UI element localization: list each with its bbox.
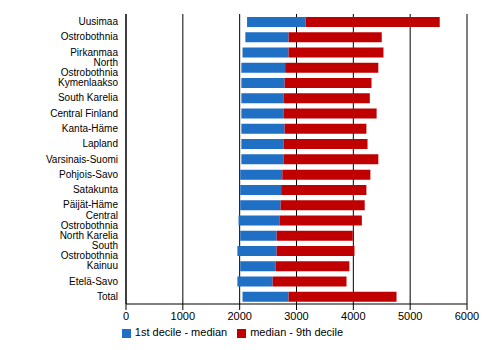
svg-text:Satakunta: Satakunta [73,184,118,195]
html-text:1st decile - median: 1st decile - median [134,326,228,338]
svg-text:South Karelia: South Karelia [58,92,118,103]
svg-text:1000: 1000 [171,310,195,322]
svg-text:Etelä-Savo: Etelä-Savo [69,276,118,287]
svg-text:3000: 3000 [284,310,308,322]
svg-text:Kanta-Häme: Kanta-Häme [62,123,119,134]
svg-text:2000: 2000 [227,310,251,322]
svg-text:6000: 6000 [455,310,479,322]
svg-text:North Karelia: North Karelia [59,229,118,241]
svg-text:Total: Total [97,291,118,302]
svg-text:Pohjois-Savo: Pohjois-Savo [59,169,118,180]
svg-text:SouthOstrobothnia: SouthOstrobothnia [61,240,119,261]
svg-text:Päijät-Häme: Päijät-Häme [63,199,118,211]
html-text:median - 9th decile: median - 9th decile [250,326,344,338]
svg-text:Central Finland: Central Finland [50,108,118,119]
svg-text:NorthOstrobothnia: NorthOstrobothnia [61,57,119,78]
svg-text:5000: 5000 [398,310,422,322]
svg-text:Pirkanmaa: Pirkanmaa [70,46,118,58]
svg-text:Kainuu: Kainuu [87,260,118,271]
svg-text:Kymenlaakso: Kymenlaakso [58,77,118,88]
svg-text:CentralOstrobothnia: CentralOstrobothnia [61,210,119,231]
svg-text:4000: 4000 [341,310,365,322]
svg-text:Ostrobothnia: Ostrobothnia [61,31,119,42]
svg-text:Uusimaa: Uusimaa [79,16,119,27]
svg-text:Varsinais-Suomi: Varsinais-Suomi [46,154,118,165]
svg-text:0: 0 [123,310,129,322]
svg-text:Lapland: Lapland [82,138,118,149]
